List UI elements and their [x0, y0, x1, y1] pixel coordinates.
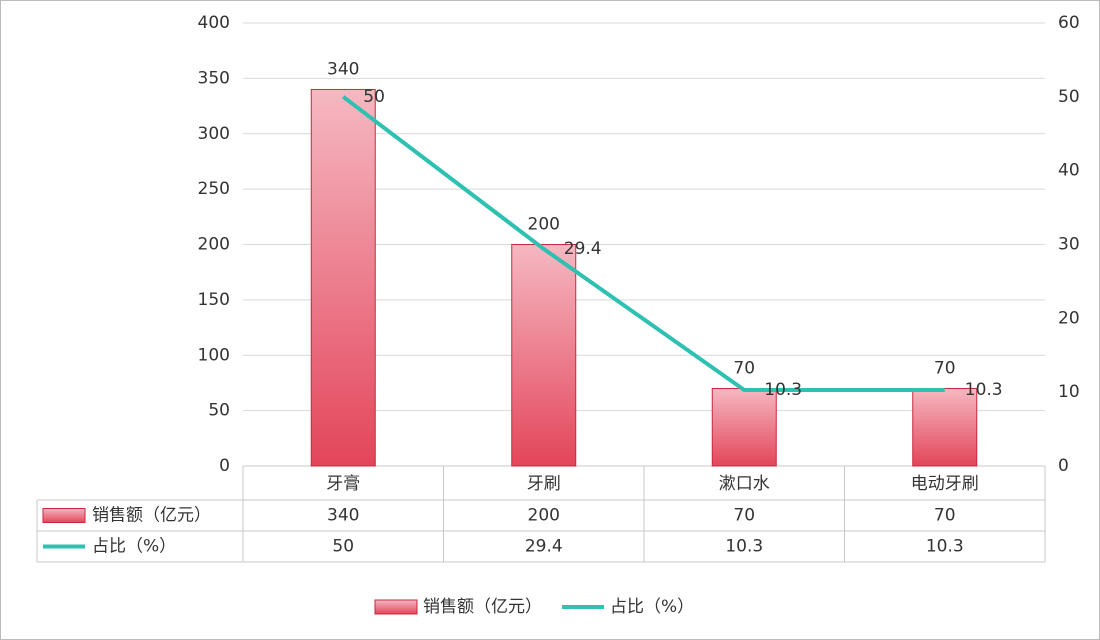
bar-value-label: 70	[934, 358, 956, 378]
table-series-name: 占比（%）	[92, 537, 176, 557]
table-value: 50	[332, 537, 354, 557]
table-series-name: 销售额（亿元）	[92, 506, 211, 526]
line-value-label: 10.3	[965, 380, 1003, 400]
line-value-label: 50	[363, 87, 385, 107]
x-tick-label: 电动牙刷	[911, 474, 979, 494]
legend-label: 销售额（亿元）	[423, 597, 542, 617]
legend-label: 占比（%）	[610, 597, 694, 617]
table-value: 70	[934, 506, 956, 526]
y-tick-label: 200	[198, 235, 230, 255]
y2-tick-label: 10	[1058, 382, 1080, 402]
bar	[912, 387, 978, 467]
y-tick-label: 100	[198, 345, 230, 365]
y2-tick-label: 30	[1058, 235, 1080, 255]
bar-value-label: 340	[327, 59, 359, 79]
table-value: 200	[528, 506, 560, 526]
line-value-label: 29.4	[564, 239, 602, 259]
y-tick-label: 50	[208, 401, 230, 421]
y-tick-label: 350	[198, 68, 230, 88]
x-tick-label: 牙刷	[527, 474, 561, 494]
y2-tick-label: 60	[1058, 13, 1080, 33]
legend-key	[42, 508, 86, 523]
y-tick-label: 250	[198, 179, 230, 199]
y-tick-label: 400	[198, 13, 230, 33]
y2-tick-label: 40	[1058, 161, 1080, 181]
bar	[711, 387, 777, 467]
line	[342, 95, 945, 392]
x-tick-label: 牙膏	[326, 473, 360, 494]
y-tick-label: 150	[198, 290, 230, 310]
y2-tick-label: 0	[1058, 456, 1069, 476]
x-tick-label: 漱口水	[719, 474, 770, 494]
y-tick-label: 0	[219, 456, 230, 476]
y2-tick-label: 20	[1058, 308, 1080, 328]
table-value: 340	[327, 506, 359, 526]
y-tick-label: 300	[198, 124, 230, 144]
bar-value-label: 200	[528, 215, 560, 235]
table-value: 70	[733, 506, 755, 526]
bar	[511, 244, 577, 467]
bar-value-label: 70	[733, 358, 755, 378]
legend-key	[374, 599, 418, 615]
table-value: 29.4	[525, 537, 563, 557]
y2-tick-label: 50	[1058, 87, 1080, 107]
line-value-label: 10.3	[764, 380, 802, 400]
bar	[310, 88, 376, 467]
table-value: 10.3	[725, 537, 763, 557]
table-value: 10.3	[926, 537, 964, 557]
